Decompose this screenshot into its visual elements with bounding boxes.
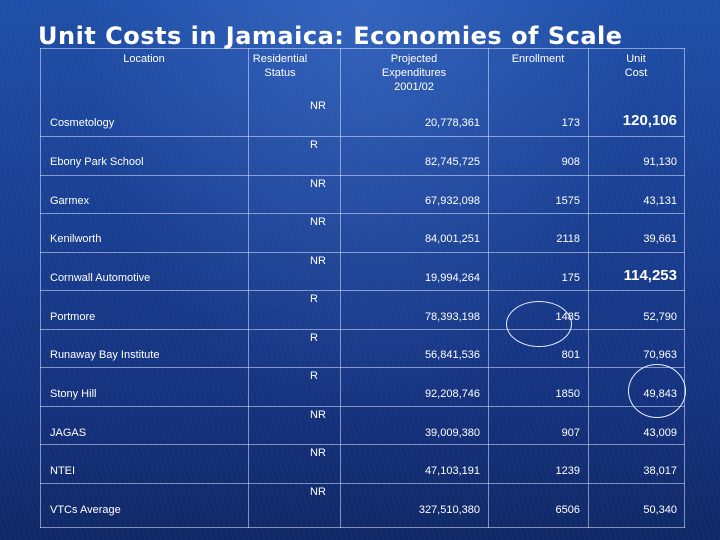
row-location: JAGAS: [50, 427, 87, 439]
row-location: NTEI: [50, 465, 76, 477]
row-status: NR: [310, 486, 326, 498]
row-location: Cosmetology: [50, 117, 115, 129]
row-expenditures: 84,001,251: [424, 233, 480, 245]
row-unit-cost: 114,253: [623, 267, 677, 284]
header-projected-expenditures: Projected Expenditures 2001/02: [381, 53, 447, 93]
row-enrollment: 2118: [556, 233, 580, 245]
row-enrollment: 907: [561, 427, 580, 439]
row-enrollment: 173: [561, 117, 580, 129]
row-expenditures: 67,932,098: [424, 195, 480, 207]
table-top-border: [40, 48, 685, 49]
row-enrollment: 1575: [555, 195, 580, 207]
row-location: Runaway Bay Institute: [50, 349, 160, 361]
row-divider: [40, 175, 685, 176]
header-residential-status: Residential Status: [252, 53, 308, 79]
row-divider: [40, 252, 685, 253]
row-unit-cost: 70,963: [643, 349, 677, 361]
row-location: Ebony Park School: [50, 156, 144, 168]
row-status: NR: [310, 409, 326, 421]
row-status: R: [310, 293, 318, 305]
row-unit-cost: 50,340: [643, 504, 677, 516]
row-divider: [40, 213, 685, 214]
row-enrollment: 801: [561, 349, 580, 361]
row-status: NR: [310, 447, 326, 459]
row-unit-cost: 43,009: [643, 427, 677, 439]
column-divider: [340, 48, 341, 528]
row-enrollment: 908: [561, 156, 580, 168]
row-location: Garmex: [50, 195, 90, 207]
row-divider: [40, 367, 685, 368]
table-right-border: [684, 48, 685, 528]
row-unit-cost: 38,017: [643, 465, 677, 477]
header-location: Location: [123, 53, 165, 65]
row-expenditures: 19,994,264: [424, 272, 480, 284]
highlight-circle: [506, 301, 572, 347]
row-divider: [40, 444, 685, 445]
row-divider: [40, 329, 685, 330]
row-unit-cost: 39,661: [643, 233, 677, 245]
highlight-circle: [628, 364, 686, 418]
table-left-border: [40, 48, 41, 528]
row-status: NR: [310, 216, 326, 228]
row-enrollment: 1239: [555, 465, 580, 477]
row-location: Kenilworth: [50, 233, 102, 245]
row-location: Cornwall Automotive: [50, 272, 151, 284]
row-location: Stony Hill: [50, 388, 97, 400]
unit-cost-table: Location Residential Status Projected Ex…: [40, 48, 686, 528]
row-location: Portmore: [50, 311, 96, 323]
row-status: R: [310, 139, 318, 151]
row-status: R: [310, 370, 318, 382]
slide-title: Unit Costs in Jamaica: Economies of Scal…: [38, 22, 623, 50]
row-unit-cost: 120,106: [622, 112, 677, 129]
row-unit-cost: 91,130: [643, 156, 677, 168]
row-divider: [40, 136, 685, 137]
row-divider: [40, 483, 685, 484]
row-expenditures: 92,208,746: [424, 388, 480, 400]
column-divider: [588, 48, 589, 528]
row-expenditures: 47,103,191: [424, 465, 480, 477]
column-divider: [248, 48, 249, 528]
row-expenditures: 56,841,536: [424, 349, 480, 361]
row-status: NR: [310, 255, 326, 267]
row-expenditures: 39,009,380: [424, 427, 480, 439]
row-expenditures: 20,778,361: [424, 117, 480, 129]
header-unit-cost: Unit Cost: [624, 53, 648, 79]
row-divider: [40, 406, 685, 407]
row-status: R: [310, 332, 318, 344]
row-enrollment: 175: [561, 272, 580, 284]
row-status: NR: [310, 178, 326, 190]
row-status: NR: [310, 100, 326, 112]
row-expenditures: 327,510,380: [418, 504, 480, 516]
row-expenditures: 78,393,198: [424, 311, 480, 323]
table-bottom-border: [40, 527, 685, 528]
row-unit-cost: 43,131: [643, 195, 677, 207]
header-enrollment: Enrollment: [511, 53, 565, 65]
row-location: VTCs Average: [50, 504, 121, 516]
row-enrollment: 6506: [555, 504, 580, 516]
column-divider: [488, 48, 489, 528]
row-expenditures: 82,745,725: [424, 156, 480, 168]
row-divider: [40, 290, 685, 291]
row-unit-cost: 52,790: [643, 311, 677, 323]
row-enrollment: 1850: [555, 388, 580, 400]
